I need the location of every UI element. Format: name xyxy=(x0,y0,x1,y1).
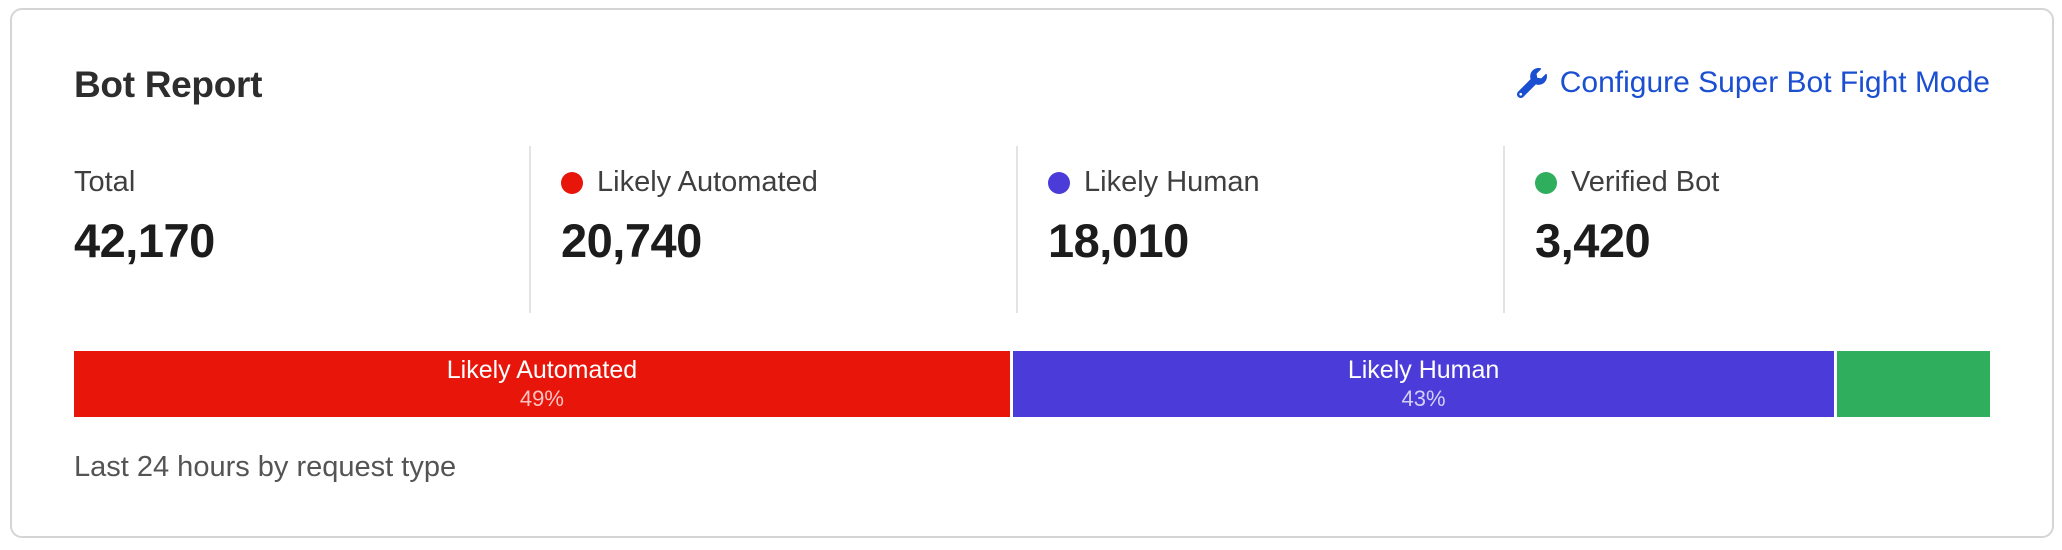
stat-likely-human: Likely Human 18,010 xyxy=(1016,146,1503,313)
bar-segment-label: Likely Automated xyxy=(446,355,638,384)
stat-value: 18,010 xyxy=(1048,214,1189,267)
bar-segment-label: Likely Human xyxy=(1347,355,1500,384)
wrench-icon xyxy=(1516,68,1547,98)
stats-row: Total 42,170 Likely Automated 20,740 Lik… xyxy=(74,146,1990,313)
stat-label: Likely Human xyxy=(1084,166,1260,198)
configure-link-label: Configure Super Bot Fight Mode xyxy=(1559,66,1990,99)
bar-segment-likely-automated: Likely Automated 49% xyxy=(74,351,1010,417)
page-title: Bot Report xyxy=(74,64,263,105)
bar-segment-likely-human: Likely Human 43% xyxy=(1012,351,1835,417)
stat-value: 3,420 xyxy=(1535,214,1651,267)
stat-likely-automated: Likely Automated 20,740 xyxy=(529,146,1016,313)
footer-caption: Last 24 hours by request type xyxy=(74,451,457,483)
stat-value: 42,170 xyxy=(74,214,215,267)
likely-human-dot-icon xyxy=(1048,171,1070,194)
likely-automated-dot-icon xyxy=(561,171,583,194)
bar-segment-percentage: 49% xyxy=(519,386,564,412)
stat-verified-bot: Verified Bot 3,420 xyxy=(1503,146,1990,313)
stat-total: Total 42,170 xyxy=(74,146,529,313)
stat-value: 20,740 xyxy=(561,214,702,267)
distribution-bar: Likely Automated 49% Likely Human 43% xyxy=(74,351,1990,417)
configure-super-bot-fight-mode-link[interactable]: Configure Super Bot Fight Mode xyxy=(1516,66,1990,100)
bot-report-card: Bot Report Configure Super Bot Fight Mod… xyxy=(10,8,2054,538)
stat-label: Likely Automated xyxy=(597,166,818,198)
stat-label: Verified Bot xyxy=(1571,166,1720,198)
verified-bot-dot-icon xyxy=(1535,171,1557,194)
card-header: Bot Report Configure Super Bot Fight Mod… xyxy=(74,64,1990,106)
bar-segment-percentage: 43% xyxy=(1401,386,1446,412)
bar-segment-verified-bot xyxy=(1837,351,1990,417)
stat-label: Total xyxy=(74,166,136,198)
